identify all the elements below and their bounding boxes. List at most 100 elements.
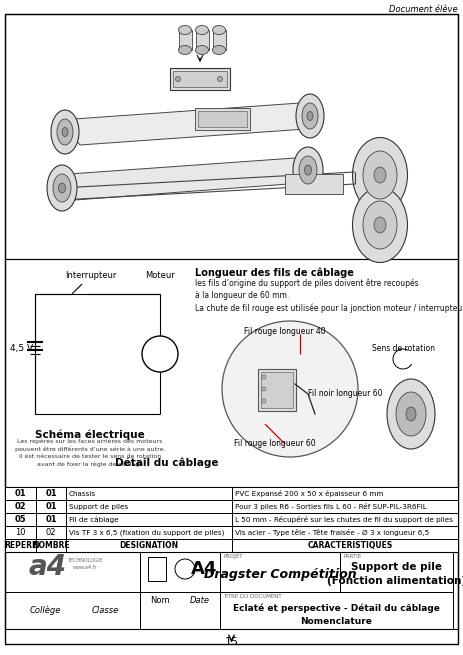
- Bar: [5, 487, 458, 500]
- Circle shape: [262, 387, 266, 391]
- Ellipse shape: [195, 45, 208, 54]
- Text: 02: 02: [46, 528, 56, 537]
- Text: 15: 15: [225, 637, 238, 647]
- Text: Longueur des fils de câblage: Longueur des fils de câblage: [195, 267, 354, 278]
- Bar: [5, 552, 140, 629]
- Text: Support de pile
(Fonction alimentation): Support de pile (Fonction alimentation): [327, 563, 463, 586]
- Text: PROJET: PROJET: [223, 554, 243, 559]
- Ellipse shape: [406, 407, 416, 421]
- Circle shape: [262, 375, 266, 379]
- Ellipse shape: [296, 94, 324, 138]
- Text: A4: A4: [191, 560, 217, 578]
- Ellipse shape: [363, 201, 397, 249]
- Bar: [5, 552, 458, 629]
- Bar: [220, 592, 453, 629]
- Ellipse shape: [374, 217, 386, 233]
- Polygon shape: [60, 103, 320, 145]
- Text: NOMBRE: NOMBRE: [32, 541, 70, 550]
- Bar: [5, 500, 458, 513]
- Text: Fil rouge longueur 40: Fil rouge longueur 40: [244, 327, 326, 336]
- Ellipse shape: [363, 151, 397, 199]
- Circle shape: [175, 77, 181, 81]
- Text: Pour 3 piles R6 - Sorties fils L 60 - Réf SUP-PIL-3R6FIL: Pour 3 piles R6 - Sorties fils L 60 - Ré…: [235, 503, 427, 510]
- Text: 01: 01: [45, 515, 57, 524]
- Text: Vis TF 3 x 6,5 (fixation du support de piles): Vis TF 3 x 6,5 (fixation du support de p…: [69, 529, 225, 536]
- Text: les fils d’origine du support de piles doivent être recoupés
à la longueur de 60: les fils d’origine du support de piles d…: [195, 278, 463, 313]
- Ellipse shape: [352, 138, 407, 212]
- Ellipse shape: [293, 147, 323, 193]
- Text: Classe: Classe: [91, 606, 119, 615]
- Bar: [148, 557, 166, 581]
- Text: REPERE: REPERE: [4, 541, 37, 550]
- Text: Date: Date: [190, 596, 210, 605]
- Bar: [198, 111, 247, 127]
- Ellipse shape: [47, 165, 77, 211]
- Bar: [195, 30, 208, 50]
- Text: L 50 mm - Récupéré sur les chutes de fil du support de piles: L 50 mm - Récupéré sur les chutes de fil…: [235, 516, 453, 523]
- Text: 10: 10: [15, 528, 26, 537]
- Ellipse shape: [195, 26, 208, 35]
- Bar: [340, 552, 453, 592]
- Text: CARACTERISTIQUES: CARACTERISTIQUES: [307, 541, 393, 550]
- Bar: [220, 552, 340, 592]
- Text: 05: 05: [15, 515, 26, 524]
- Text: 4,5 V: 4,5 V: [10, 345, 33, 354]
- Text: Fil rouge longueur 60: Fil rouge longueur 60: [234, 439, 316, 448]
- Text: Eclaté et perspective - Détail du câblage
Nomenclature: Eclaté et perspective - Détail du câblag…: [233, 603, 440, 626]
- Circle shape: [142, 336, 178, 372]
- Circle shape: [262, 399, 266, 403]
- Ellipse shape: [58, 183, 65, 193]
- Text: a4: a4: [29, 553, 67, 581]
- Ellipse shape: [307, 111, 313, 121]
- Bar: [179, 30, 192, 50]
- Text: Nom: Nom: [150, 596, 169, 605]
- Text: DESIGNATION: DESIGNATION: [119, 541, 179, 550]
- Text: PVC Expansé 200 x 50 x épaisseur 6 mm: PVC Expansé 200 x 50 x épaisseur 6 mm: [235, 490, 383, 497]
- Text: 02: 02: [15, 502, 26, 511]
- Bar: [140, 552, 220, 629]
- Text: 01: 01: [45, 489, 57, 498]
- Ellipse shape: [305, 165, 312, 175]
- Bar: [5, 526, 458, 539]
- Ellipse shape: [374, 167, 386, 183]
- Ellipse shape: [299, 156, 317, 184]
- Text: M: M: [152, 346, 168, 362]
- Bar: [213, 30, 225, 50]
- Circle shape: [218, 77, 223, 81]
- Ellipse shape: [213, 26, 225, 35]
- Text: 01: 01: [15, 489, 26, 498]
- Bar: [170, 68, 230, 90]
- Ellipse shape: [51, 110, 79, 154]
- Text: Chassis: Chassis: [69, 491, 96, 496]
- Circle shape: [222, 321, 358, 457]
- Text: Document élève: Document élève: [389, 5, 458, 14]
- Text: Schéma électrique: Schéma électrique: [35, 429, 145, 440]
- Bar: [173, 71, 227, 87]
- Text: Détail du câblage: Détail du câblage: [115, 457, 219, 468]
- Text: TECHNOLOGIE
www.a4.fr: TECHNOLOGIE www.a4.fr: [67, 558, 103, 570]
- Bar: [5, 513, 458, 526]
- Text: Vis acier - Type têle - Tête fraisée - Ø 3 x longueur 6,5: Vis acier - Type têle - Tête fraisée - Ø…: [235, 529, 429, 536]
- Text: Collège: Collège: [29, 606, 61, 615]
- Bar: [195, 108, 250, 130]
- Ellipse shape: [213, 45, 225, 54]
- Text: Dragster Compétition: Dragster Compétition: [204, 567, 357, 580]
- Ellipse shape: [53, 174, 71, 202]
- Polygon shape: [55, 158, 315, 200]
- Ellipse shape: [387, 379, 435, 449]
- Text: Moteur: Moteur: [145, 271, 175, 280]
- Ellipse shape: [352, 187, 407, 263]
- Text: TITRE DU DOCUMENT: TITRE DU DOCUMENT: [223, 594, 282, 599]
- Text: Fil noir longueur 60: Fil noir longueur 60: [308, 390, 382, 398]
- Ellipse shape: [179, 45, 192, 54]
- Bar: [285, 174, 343, 194]
- Ellipse shape: [179, 26, 192, 35]
- Bar: [258, 369, 296, 411]
- Bar: [261, 372, 293, 408]
- Bar: [5, 259, 458, 487]
- Text: Les repères sur les faces arrières des moteurs
peuvent être différents d’une sér: Les repères sur les faces arrières des m…: [15, 439, 165, 467]
- Text: Interrupteur: Interrupteur: [65, 271, 116, 280]
- Bar: [5, 14, 458, 259]
- Ellipse shape: [396, 392, 426, 436]
- Text: Fil de câblage: Fil de câblage: [69, 516, 119, 523]
